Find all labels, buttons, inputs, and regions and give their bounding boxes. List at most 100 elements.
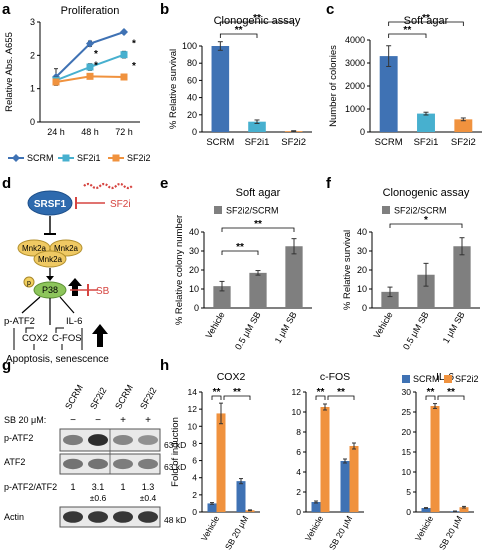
bar — [430, 406, 440, 512]
x-tick-label: Vehicle — [372, 310, 395, 340]
significance-bracket — [315, 395, 326, 400]
y-axis-label: % Relative colony number — [174, 215, 185, 325]
blot-ratio-value: 1 — [120, 482, 125, 492]
bar — [249, 272, 267, 308]
y-axis-label: Fold of induction — [170, 417, 181, 487]
blot-band — [63, 434, 83, 446]
x-tick-label: Vehicle — [413, 514, 436, 543]
blot-band — [63, 511, 83, 523]
y-tick-label: 2 — [192, 490, 197, 500]
significance-label: ** — [422, 13, 430, 24]
significance-star: * — [132, 39, 136, 50]
y-tick-label: 4 — [192, 473, 197, 483]
panel-letter-f: f — [326, 175, 332, 192]
y-tick-label: 1000 — [345, 104, 365, 114]
y-tick-label: 25 — [402, 407, 412, 417]
y-tick-label: 0 — [360, 127, 365, 137]
western-blot: SCRM SF2i2 SCRM SF2i2 SB 20 μM: − − + + … — [4, 383, 186, 528]
bar — [248, 121, 266, 132]
y-tick-label: 3000 — [345, 58, 365, 68]
significance-label: ** — [235, 25, 243, 36]
y-tick-label: 4 — [296, 467, 301, 477]
significance-label: * — [424, 215, 428, 226]
y-tick-label: 10 — [402, 467, 412, 477]
y-tick-label: 10 — [292, 407, 302, 417]
significance-bracket — [221, 227, 295, 232]
patf2-label: p-ATF2 — [4, 316, 35, 327]
x-tick-label: 24 h — [47, 127, 65, 137]
fold-induction-h3: 051015202530IL-6VehicleSB 20 μM**** — [402, 371, 474, 550]
panel-letter-a: a — [2, 1, 11, 18]
phospho-node — [23, 276, 35, 288]
y-tick-label: 15 — [402, 447, 412, 457]
significance-label: ** — [213, 387, 221, 398]
y-tick-label: 5 — [406, 487, 411, 497]
bar — [320, 407, 330, 512]
y-tick-label: 14 — [188, 387, 198, 397]
x-tick-label: Vehicle — [204, 310, 227, 340]
blot-band — [88, 458, 108, 470]
panel-letter-d: d — [2, 175, 11, 192]
blot-treatment-sign: + — [120, 415, 126, 426]
legend-label: SF2i2/SCRM — [226, 206, 279, 216]
y-tick-label: 0 — [296, 507, 301, 517]
data-point — [86, 72, 94, 80]
blot-row-marker: 63 kD — [164, 462, 186, 472]
chart-title: COX2 — [217, 371, 246, 383]
x-tick-label: 48 h — [81, 127, 99, 137]
x-tick-label: SCRM — [206, 137, 234, 148]
legend-swatch — [402, 375, 410, 383]
blot-ratio-sd: ±0.6 — [90, 493, 107, 503]
up-arrow-icon — [68, 278, 82, 296]
y-axis-label: Number of colonies — [328, 45, 339, 127]
legend-label: SF2i2 — [455, 374, 479, 384]
y-axis-label: Relative Abs. A655 — [4, 32, 15, 112]
blot-row-label: p-ATF2 — [4, 433, 33, 443]
significance-bracket — [221, 250, 259, 255]
x-tick-label: 0.5 μM SB — [233, 310, 263, 352]
up-arrow-il6-icon — [92, 324, 108, 347]
x-tick-label: SF2i2 — [281, 137, 306, 148]
data-point — [120, 28, 128, 36]
bar — [453, 246, 471, 308]
clonogenic-sb-bar-chart: 0 10 20 30 40 Clonogenic assay % Relative surv… — [342, 187, 480, 352]
blot-band — [113, 435, 133, 445]
x-tick-label: 0.5 μM SB — [401, 310, 431, 352]
y-tick-label: 3 — [30, 17, 35, 27]
blot-lane-label: SCRM — [113, 383, 135, 411]
blot-ratio-value: 1.3 — [142, 482, 155, 492]
y-tick-label: 0 — [192, 507, 197, 517]
x-tick-label: Vehicle — [199, 514, 222, 543]
promoter-arrow-icon — [25, 327, 34, 333]
blot-ratio-value: 1 — [70, 482, 75, 492]
data-point — [52, 78, 60, 86]
sb-label: SB — [96, 286, 110, 297]
blot-lane-label: SF2i2 — [88, 386, 108, 411]
y-tick-label: 30 — [402, 387, 412, 397]
proliferation-line-chart: 0 1 2 3 Proliferation Relative Abs. A655 24 h 4… — [4, 5, 151, 163]
y-tick-label: 8 — [296, 427, 301, 437]
bar — [421, 508, 431, 512]
significance-label: ** — [317, 387, 325, 398]
mnk2a-label-bottom: Mnk2a — [38, 255, 63, 264]
y-tick-label: 1 — [30, 84, 35, 94]
y-tick-label: 20 — [187, 110, 197, 120]
blot-treatment-sign: − — [95, 415, 101, 426]
x-tick-label: SF2i1 — [245, 137, 270, 148]
blot-treatment-sign: − — [70, 415, 76, 426]
y-tick-label: 8 — [192, 438, 197, 448]
data-point — [120, 73, 128, 81]
significance-bracket — [327, 395, 355, 400]
data-point — [120, 51, 128, 59]
y-tick-label: 2 — [30, 50, 35, 60]
y-tick-label: 20 — [357, 265, 367, 275]
panel-letter-g: g — [2, 357, 11, 374]
panel-letter-c: c — [326, 1, 334, 18]
bar — [216, 413, 226, 512]
legend-label: SCRM — [413, 374, 440, 384]
blot-band — [88, 434, 108, 446]
sf2i-label: SF2i — [110, 199, 131, 210]
panel-letter-b: b — [160, 1, 169, 18]
y-tick-label: 20 — [402, 427, 412, 437]
